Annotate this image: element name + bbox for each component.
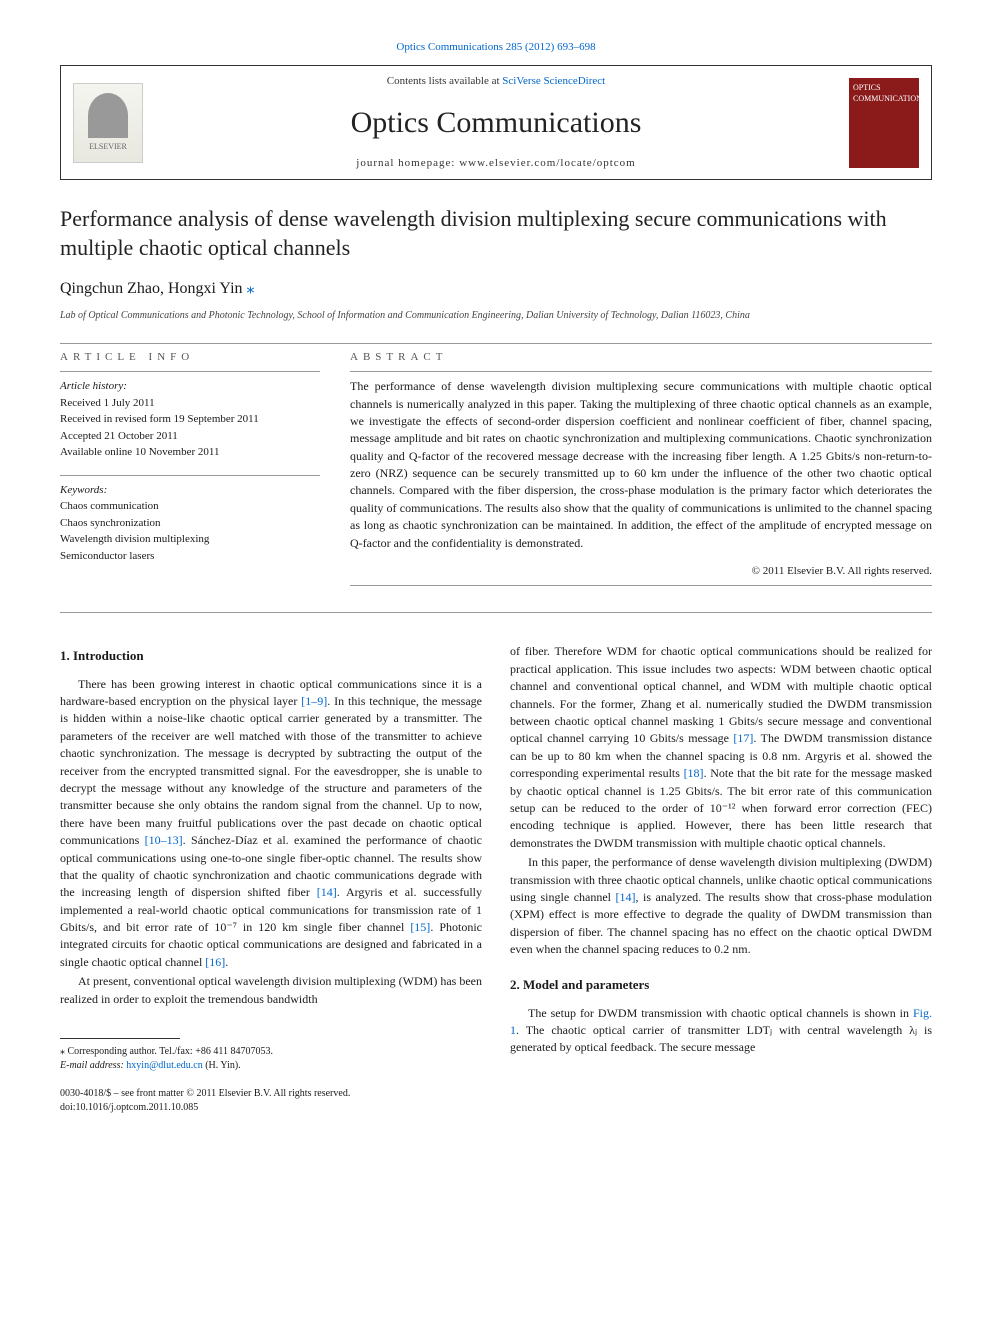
elsevier-label: ELSEVIER <box>89 141 127 152</box>
header-center: Contents lists available at SciVerse Sci… <box>143 74 849 171</box>
front-matter-line: 0030-4018/$ – see front matter © 2011 El… <box>60 1087 482 1101</box>
elsevier-tree-icon <box>88 93 128 138</box>
keyword: Chaos synchronization <box>60 515 320 532</box>
abstract-text: The performance of dense wavelength divi… <box>350 378 932 552</box>
text: . The chaotic optical carrier of transmi… <box>510 1023 932 1054</box>
divider <box>60 612 932 613</box>
paragraph: At present, conventional optical wavelen… <box>60 973 482 1008</box>
ref-link[interactable]: [17] <box>733 731 753 745</box>
history-label: Article history: <box>60 378 320 395</box>
abstract-heading: ABSTRACT <box>350 350 932 365</box>
abstract-column: ABSTRACT The performance of dense wavele… <box>350 350 932 593</box>
authors: Qingchun Zhao, Hongxi Yin ⁎ <box>60 278 932 300</box>
accepted-date: Accepted 21 October 2011 <box>60 428 320 445</box>
article-history: Article history: Received 1 July 2011 Re… <box>60 378 320 461</box>
article-info: ARTICLE INFO Article history: Received 1… <box>60 350 320 593</box>
paragraph: of fiber. Therefore WDM for chaotic opti… <box>510 643 932 852</box>
ref-link[interactable]: [15] <box>410 920 430 934</box>
homepage-prefix: journal homepage: <box>356 157 459 169</box>
section-2-heading: 2. Model and parameters <box>510 976 932 994</box>
affiliation: Lab of Optical Communications and Photon… <box>60 309 932 323</box>
journal-name: Optics Communications <box>143 102 849 144</box>
divider <box>350 585 932 586</box>
online-date: Available online 10 November 2011 <box>60 444 320 461</box>
journal-homepage: journal homepage: www.elsevier.com/locat… <box>143 156 849 171</box>
corresponding-footnote: ⁎ Corresponding author. Tel./fax: +86 41… <box>60 1045 482 1059</box>
journal-citation[interactable]: Optics Communications 285 (2012) 693–698 <box>60 40 932 55</box>
body-two-column: 1. Introduction There has been growing i… <box>60 643 932 1115</box>
paragraph: In this paper, the performance of dense … <box>510 854 932 958</box>
elsevier-logo: ELSEVIER <box>73 83 143 163</box>
received-date: Received 1 July 2011 <box>60 395 320 412</box>
text: The setup for DWDM transmission with cha… <box>528 1006 913 1020</box>
keyword: Wavelength division multiplexing <box>60 531 320 548</box>
ref-link[interactable]: [14] <box>616 890 636 904</box>
contents-line: Contents lists available at SciVerse Sci… <box>143 74 849 89</box>
keywords: Keywords: Chaos communication Chaos sync… <box>60 482 320 565</box>
contents-prefix: Contents lists available at <box>387 75 502 87</box>
front-matter: 0030-4018/$ – see front matter © 2011 El… <box>60 1087 482 1115</box>
ref-link[interactable]: [16] <box>205 955 225 969</box>
email-name: (H. Yin). <box>203 1060 241 1071</box>
divider <box>60 475 320 476</box>
corr-phone: +86 411 84707053. <box>195 1046 273 1057</box>
divider <box>60 371 320 372</box>
email-label: E-mail address: <box>60 1060 126 1071</box>
author-2: Hongxi Yin <box>168 280 243 297</box>
keywords-label: Keywords: <box>60 482 320 499</box>
homepage-url[interactable]: www.elsevier.com/locate/optcom <box>459 157 636 169</box>
cover-title: OPTICS COMMUNICATIONS <box>853 82 915 104</box>
ref-link[interactable]: [10–13] <box>145 833 183 847</box>
article-title: Performance analysis of dense wavelength… <box>60 205 932 262</box>
divider <box>350 371 932 372</box>
journal-header: ELSEVIER Contents lists available at Sci… <box>60 65 932 180</box>
keyword: Semiconductor lasers <box>60 548 320 565</box>
paragraph: The setup for DWDM transmission with cha… <box>510 1005 932 1057</box>
article-info-heading: ARTICLE INFO <box>60 350 320 365</box>
abstract-copyright: © 2011 Elsevier B.V. All rights reserved… <box>350 564 932 579</box>
text: . In this technique, the message is hidd… <box>60 694 482 847</box>
email-link[interactable]: hxyin@dlut.edu.cn <box>126 1060 202 1071</box>
paragraph: There has been growing interest in chaot… <box>60 676 482 972</box>
sciencedirect-link[interactable]: SciVerse ScienceDirect <box>502 75 605 87</box>
divider <box>60 343 932 344</box>
ref-link[interactable]: [1–9] <box>301 694 327 708</box>
corr-label: Corresponding author. Tel./fax: <box>65 1046 195 1057</box>
text: . <box>225 955 228 969</box>
info-abstract-row: ARTICLE INFO Article history: Received 1… <box>60 350 932 593</box>
revised-date: Received in revised form 19 September 20… <box>60 411 320 428</box>
author-1: Qingchun Zhao, <box>60 280 168 297</box>
ref-link[interactable]: [14] <box>317 885 337 899</box>
email-footnote: E-mail address: hxyin@dlut.edu.cn (H. Yi… <box>60 1059 482 1073</box>
corresponding-mark: ⁎ <box>243 280 255 297</box>
footnote-divider <box>60 1038 180 1039</box>
section-1-heading: 1. Introduction <box>60 647 482 665</box>
ref-link[interactable]: [18] <box>684 766 704 780</box>
journal-cover-thumbnail: OPTICS COMMUNICATIONS <box>849 78 919 168</box>
doi-line: doi:10.1016/j.optcom.2011.10.085 <box>60 1101 482 1115</box>
keyword: Chaos communication <box>60 498 320 515</box>
